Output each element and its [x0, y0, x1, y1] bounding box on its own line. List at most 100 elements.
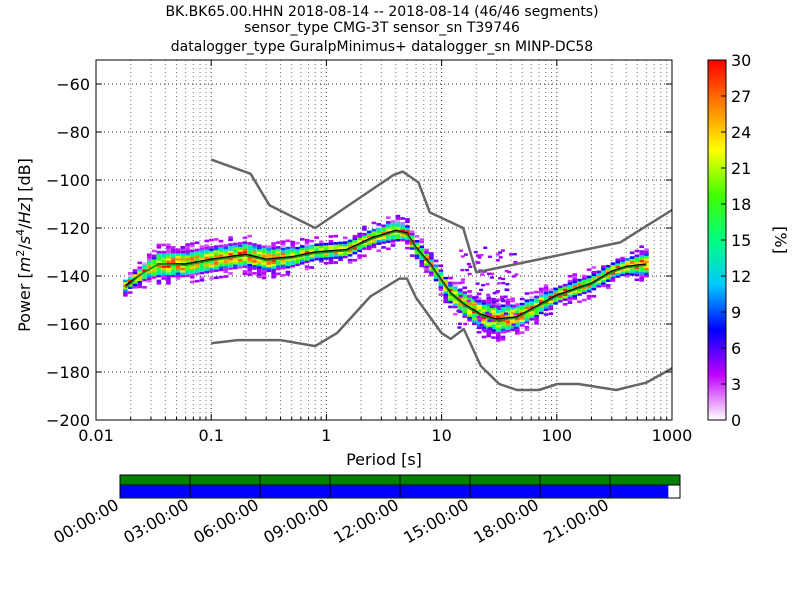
density-cell [247, 258, 252, 262]
density-cell [175, 260, 181, 263]
density-cell [462, 298, 468, 302]
density-cell [620, 268, 625, 272]
density-cell [424, 251, 429, 254]
density-cell [147, 255, 152, 259]
density-cell [285, 270, 291, 274]
density-cell [448, 300, 453, 304]
density-cell [615, 258, 621, 261]
density-cell [629, 256, 635, 259]
density-cell [299, 249, 305, 253]
density-cell [194, 267, 200, 271]
density-cell [362, 232, 367, 236]
density-cell [276, 246, 281, 249]
density-cell [639, 250, 644, 253]
density-cell [328, 256, 334, 260]
density-cell [481, 299, 487, 303]
density-cell [586, 297, 592, 300]
density-cell [194, 265, 200, 269]
density-cell [620, 273, 625, 277]
density-cell [357, 244, 362, 248]
density-cell [280, 240, 286, 244]
density-cell [266, 245, 272, 249]
density-cell [644, 260, 649, 263]
density-cell [524, 318, 530, 322]
density-cell [543, 286, 549, 290]
density-cell [276, 265, 281, 268]
density-cell [194, 251, 200, 254]
density-cell [504, 269, 509, 273]
density-cell [644, 270, 649, 273]
density-cell [634, 271, 640, 274]
density-cell [381, 226, 386, 230]
density-cell [123, 284, 128, 287]
density-cell [400, 236, 405, 239]
density-cell [304, 255, 310, 259]
density-cell [256, 268, 262, 271]
density-cell [271, 254, 276, 257]
density-cell [342, 255, 348, 259]
colorbar-tick-label: 3 [731, 375, 741, 394]
density-cell [529, 313, 535, 316]
density-cell [166, 246, 171, 249]
density-cell [194, 258, 200, 261]
density-cell [586, 289, 592, 293]
density-cell [491, 309, 496, 313]
density-cell [185, 255, 190, 258]
density-cell [504, 288, 509, 291]
density-cell [519, 324, 525, 327]
density-cell [634, 259, 640, 262]
density-cell [271, 247, 276, 250]
density-cell [572, 285, 578, 288]
density-cell [524, 321, 530, 324]
density-cell [371, 228, 377, 232]
density-cell [156, 272, 162, 275]
density-cell [452, 291, 458, 294]
density-cell [190, 280, 195, 284]
density-cell [185, 269, 190, 273]
density-cell [228, 267, 233, 270]
density-cell [386, 221, 391, 224]
density-cell [467, 290, 472, 293]
density-cell [209, 269, 214, 273]
density-cell [433, 264, 439, 267]
density-cell [347, 239, 353, 243]
density-cell [252, 248, 257, 251]
density-cell [572, 282, 578, 286]
density-cell [319, 240, 324, 244]
density-cell [161, 253, 166, 256]
density-cell [362, 244, 367, 248]
density-cell [213, 247, 219, 251]
density-cell [582, 279, 587, 283]
density-cell [190, 263, 195, 267]
density-cell [185, 248, 190, 251]
density-cell [553, 297, 558, 300]
density-cell [519, 319, 525, 322]
density-cell [309, 244, 315, 248]
density-cell [433, 259, 439, 263]
density-cell [228, 272, 233, 275]
density-cell [352, 234, 358, 238]
density-cell [204, 244, 209, 248]
time-tick-label: 00:00:00 [50, 495, 122, 547]
density-cell [515, 320, 520, 323]
density-cell [242, 243, 248, 247]
density-cell [266, 259, 272, 263]
density-cell [175, 255, 181, 259]
density-cell [194, 263, 200, 266]
density-cell [505, 310, 511, 314]
density-cell [166, 255, 171, 259]
density-cell [495, 259, 500, 262]
density-cell [476, 297, 482, 300]
density-cell [462, 310, 468, 314]
density-cell [333, 256, 339, 260]
density-cell [463, 253, 468, 256]
density-cell [582, 281, 587, 285]
density-cell [448, 295, 453, 299]
density-cell [529, 317, 535, 321]
density-cell [486, 325, 491, 328]
density-cell [309, 266, 315, 269]
density-cell [538, 304, 544, 308]
density-cell [567, 286, 573, 290]
density-cell [491, 312, 496, 315]
density-cell [460, 268, 465, 272]
